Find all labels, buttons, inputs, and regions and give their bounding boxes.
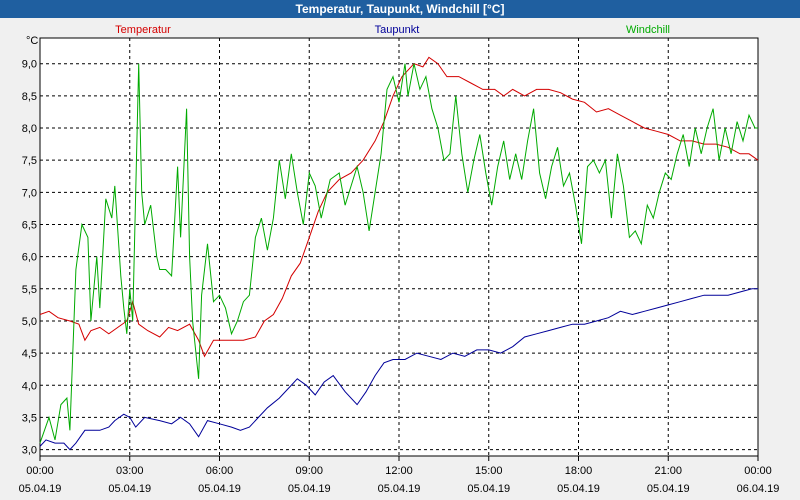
x-tick-label-date: 06.04.19 — [737, 483, 780, 495]
x-tick-label-date: 05.04.19 — [19, 483, 62, 495]
line-chart: Temperatur Taupunkt Windchill °C 3,0 3,5 4,0… — [0, 18, 800, 500]
axis-labels: 3,0 3,5 4,0 4,5 5,0 5,5 6,0 6,5 7,0 7,5 8,0 8,5 9,0 0… — [19, 59, 780, 495]
legend: Temperatur Taupunkt Windchill — [115, 24, 670, 36]
x-tick-label-time: 18:00 — [565, 465, 593, 477]
legend-entry-taupunkt: Taupunkt — [375, 24, 420, 36]
y-tick-label: 8,5 — [22, 91, 37, 103]
y-tick-label: 4,5 — [22, 348, 37, 360]
x-tick-label-date: 05.04.19 — [557, 483, 600, 495]
x-tick-label-date: 05.04.19 — [647, 483, 690, 495]
legend-entry-temperatur: Temperatur — [115, 24, 171, 36]
y-axis-label: °C — [26, 35, 38, 47]
x-tick-label-time: 06:00 — [206, 465, 234, 477]
x-tick-label-time: 12:00 — [385, 465, 413, 477]
grid — [40, 38, 758, 456]
x-tick-label-time: 09:00 — [295, 465, 323, 477]
x-tick-label-date: 05.04.19 — [467, 483, 510, 495]
y-tick-label: 7,5 — [22, 155, 37, 167]
x-tick-label-time: 15:00 — [475, 465, 503, 477]
y-tick-label: 5,5 — [22, 284, 37, 296]
y-tick-label: 6,5 — [22, 219, 37, 231]
x-tick-label-date: 05.04.19 — [198, 483, 241, 495]
x-tick-label-date: 05.04.19 — [108, 483, 151, 495]
y-tick-label: 3,0 — [22, 445, 37, 457]
y-tick-label: 8,0 — [22, 123, 37, 135]
y-tick-label: 3,5 — [22, 412, 37, 424]
legend-entry-windchill: Windchill — [626, 24, 670, 36]
x-tick-label-date: 05.04.19 — [378, 483, 421, 495]
x-tick-label-time: 00:00 — [26, 465, 54, 477]
x-tick-label-time: 03:00 — [116, 465, 144, 477]
y-tick-label: 5,0 — [22, 316, 37, 328]
y-tick-label: 7,0 — [22, 187, 37, 199]
x-tick-label-time: 21:00 — [654, 465, 682, 477]
y-tick-label: 6,0 — [22, 252, 37, 264]
x-tick-label-date: 05.04.19 — [288, 483, 331, 495]
series-line-temperatur — [39, 56, 759, 358]
series-line-windchill — [39, 63, 758, 444]
series-line-taupunkt — [39, 288, 758, 451]
x-tick-label-time: 00:00 — [744, 465, 772, 477]
y-tick-label: 9,0 — [22, 59, 37, 71]
series-lines — [39, 56, 759, 451]
window-title: Temperatur, Taupunkt, Windchill [°C] — [0, 0, 800, 18]
y-tick-label: 4,0 — [22, 380, 37, 392]
